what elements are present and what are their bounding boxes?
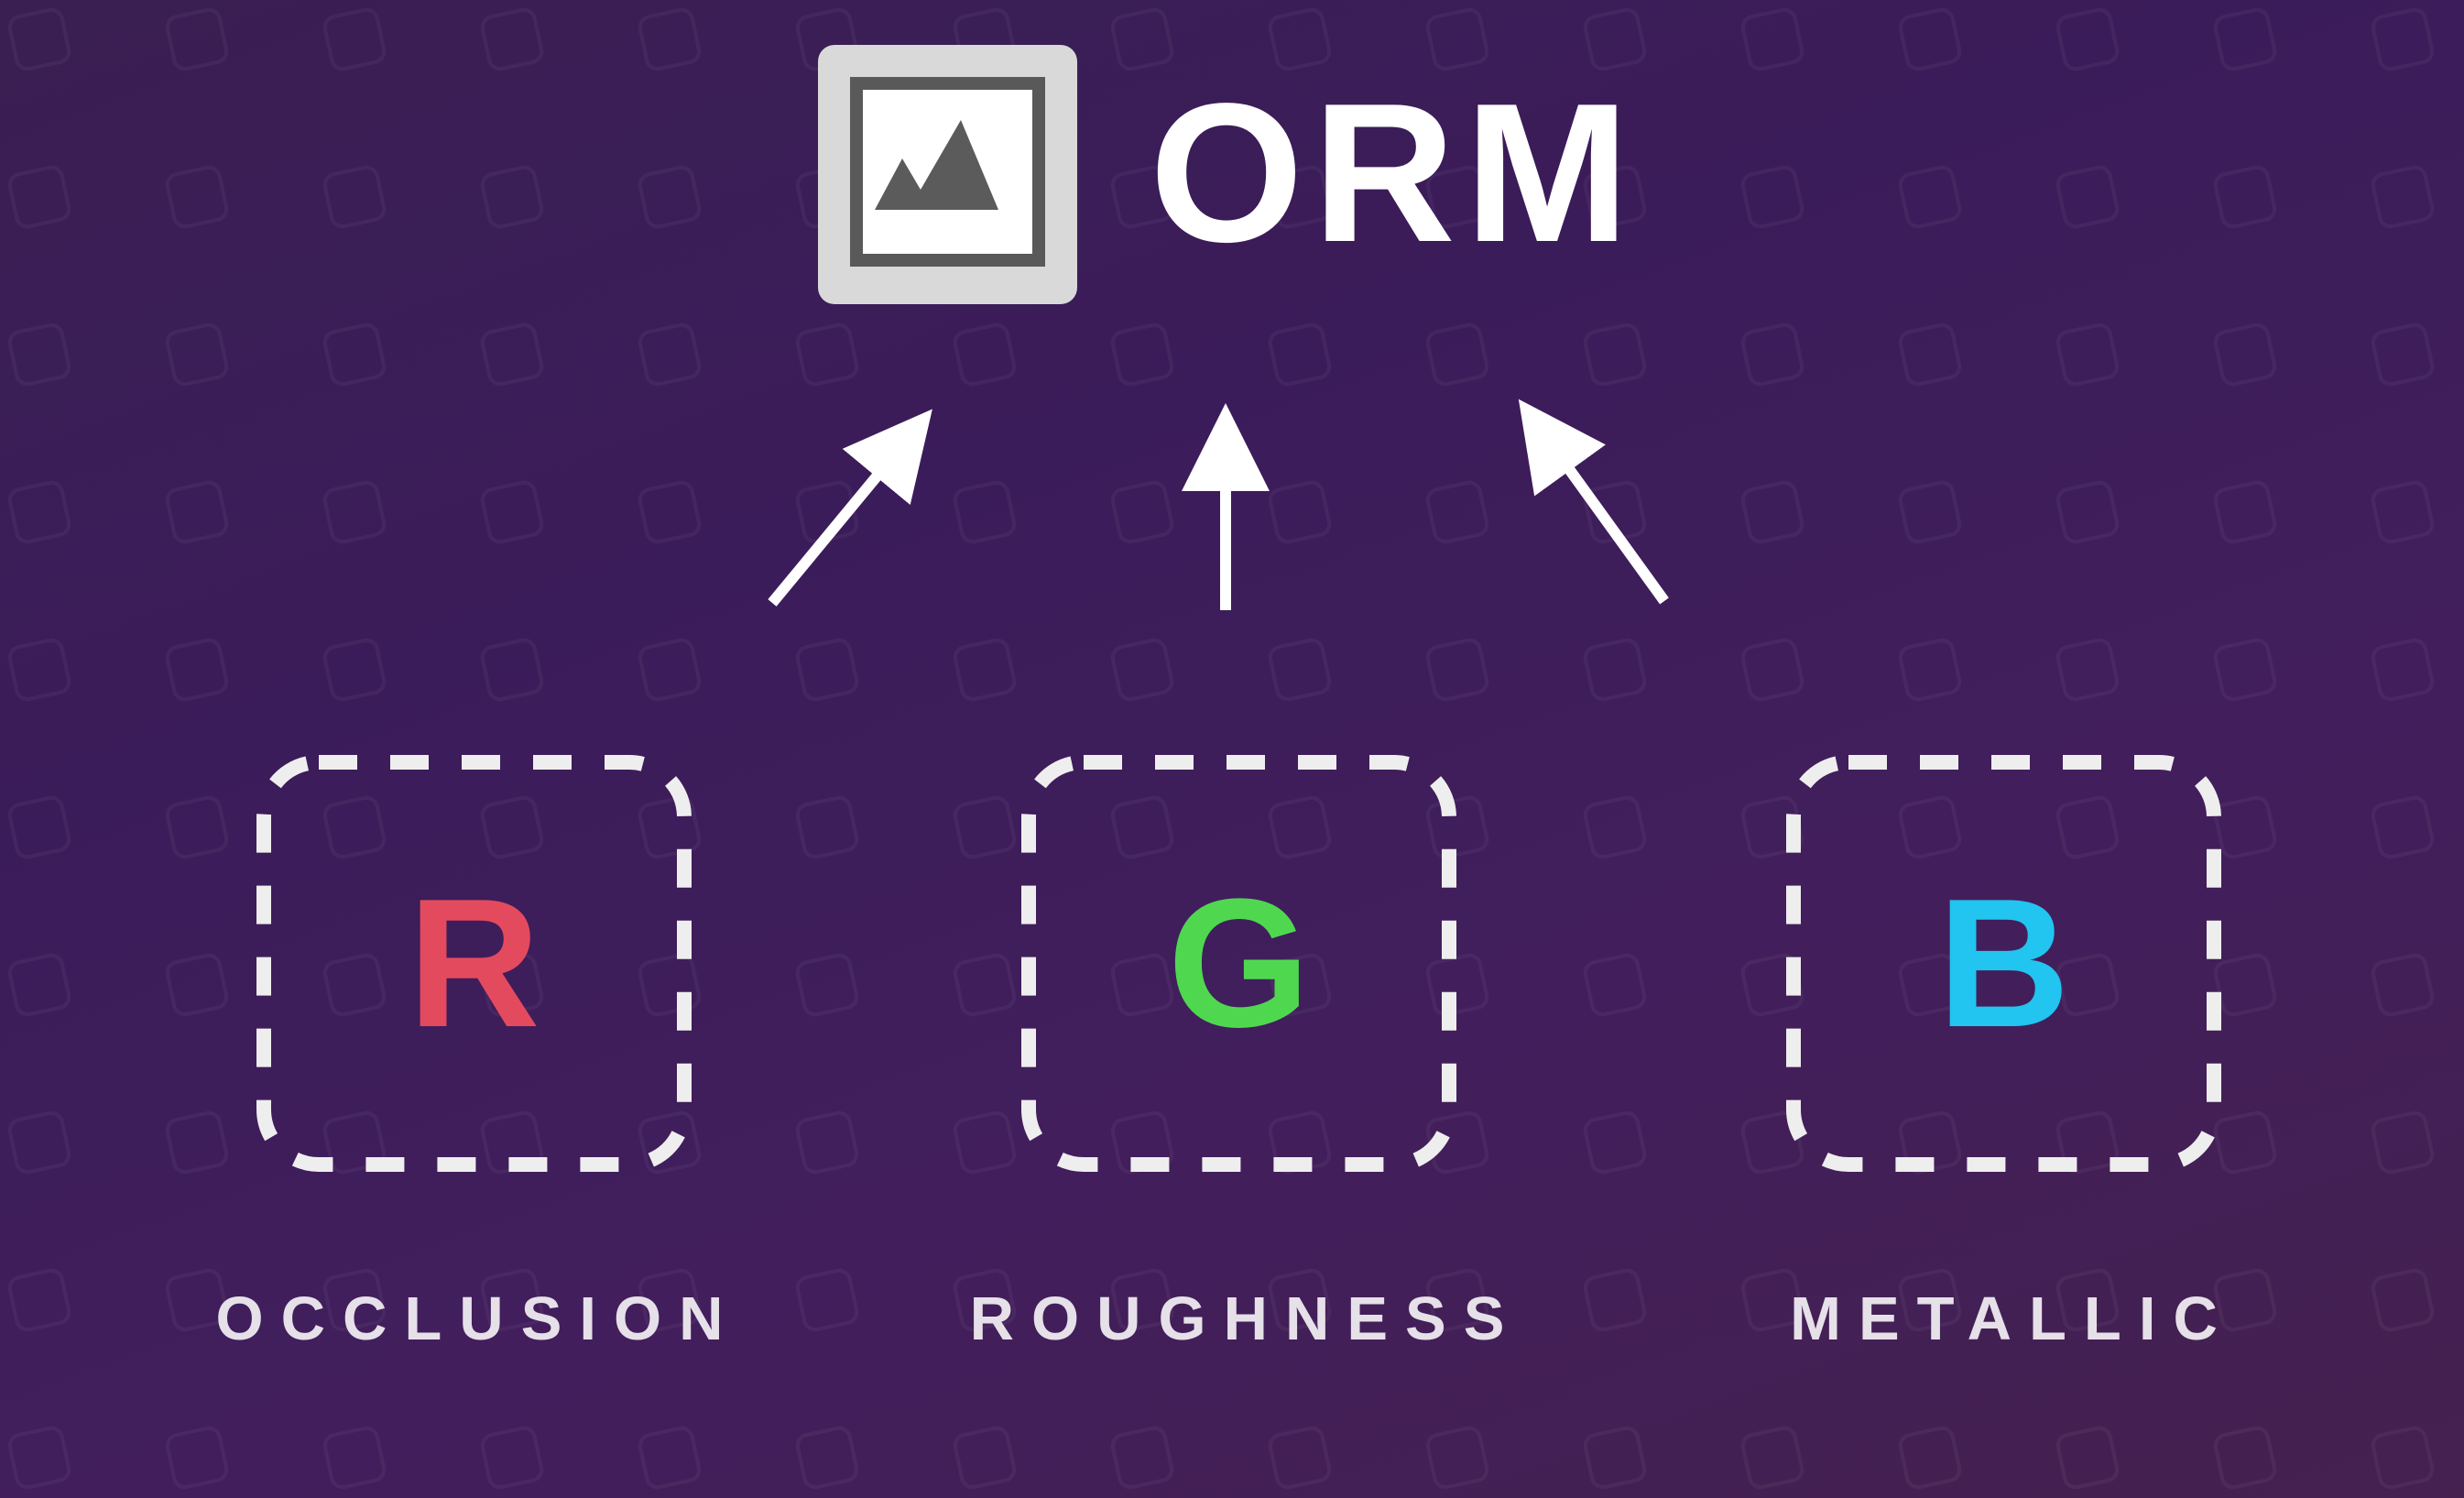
arrow-right	[1518, 399, 1669, 605]
channel-letter-g: G	[1167, 861, 1311, 1066]
channel-box-g: G	[1021, 755, 1456, 1172]
arrow-left	[768, 409, 932, 607]
channel-letter-r: R	[408, 861, 540, 1066]
dashed-frame	[1021, 755, 1456, 1172]
channel-label-occlusion: OCCLUSION	[215, 1285, 741, 1353]
channel-box-r: R	[256, 755, 692, 1172]
channel-box-b: B	[1786, 755, 2221, 1172]
orm-title: ORM	[1150, 61, 1639, 283]
image-icon	[818, 45, 1077, 304]
channel-label-metallic: METALLIC	[1790, 1285, 2235, 1353]
channel-label-roughness: ROUGHNESS	[969, 1285, 1522, 1353]
channel-letter-b: B	[1937, 861, 2070, 1066]
dashed-frame	[256, 755, 692, 1172]
dashed-frame	[1786, 755, 2221, 1172]
